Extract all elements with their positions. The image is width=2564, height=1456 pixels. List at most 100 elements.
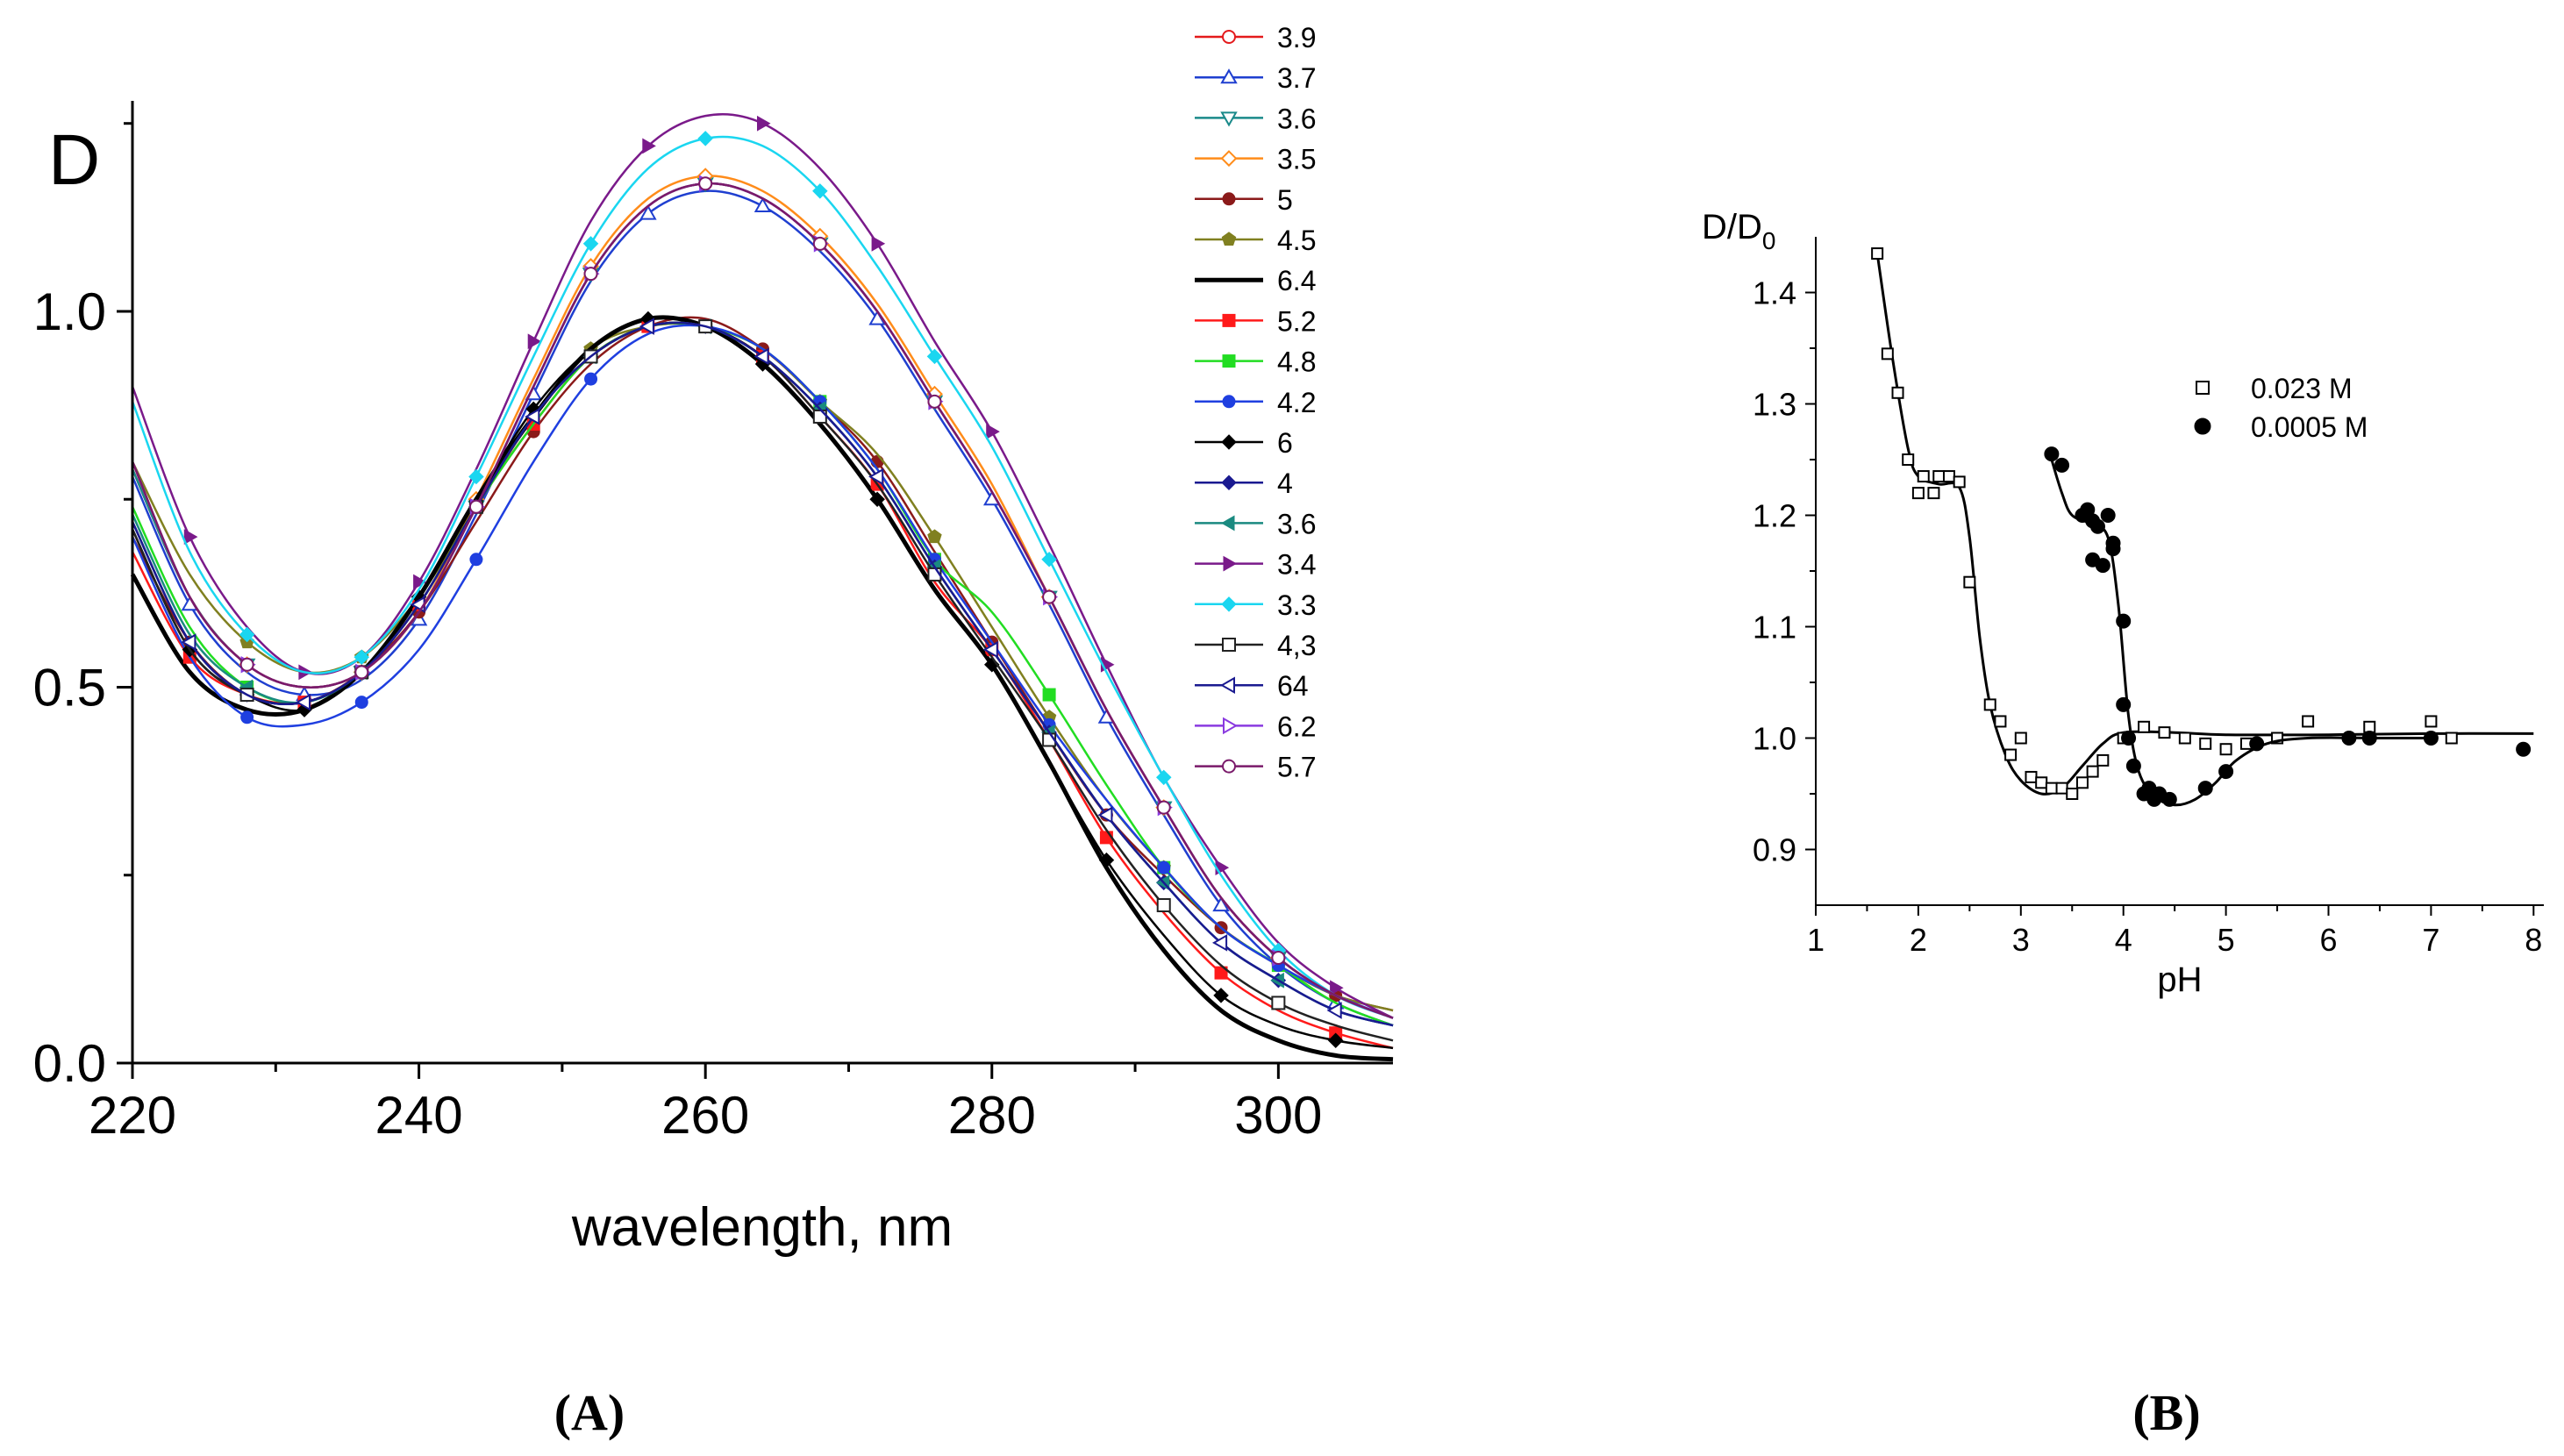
spectra-legend-label: 6 — [1277, 427, 1293, 459]
spectra-legend-marker — [1221, 232, 1237, 246]
spectra-legend-marker — [1220, 515, 1235, 532]
titration-point — [2014, 732, 2027, 745]
spectra-axes — [131, 101, 1393, 1065]
titration-point — [2125, 758, 2141, 774]
titration-point — [1871, 247, 1884, 261]
spectra-legend-label: 3.6 — [1277, 508, 1316, 539]
spectrum-point — [1155, 769, 1172, 786]
spectra-legend-label: 3.6 — [1277, 103, 1316, 134]
titration-point — [2445, 732, 2458, 745]
spectrum-line — [131, 316, 1394, 1012]
spectrum-point — [871, 235, 886, 252]
titration-point — [1881, 347, 1894, 360]
spectrum-point — [469, 553, 483, 567]
spectra-legend-item: 3.6 — [1195, 508, 1316, 539]
spectra-legend-item: 4,3 — [1195, 630, 1316, 661]
spectra-legend-marker — [1222, 395, 1236, 409]
spectrum-series — [131, 310, 1394, 1050]
spectra-x-tick-label: 300 — [1234, 1086, 1322, 1145]
spectra-legend-label: 6.2 — [1277, 710, 1316, 742]
spectrum-point — [468, 468, 484, 485]
titration-point — [2138, 720, 2151, 733]
titration-point — [2075, 776, 2089, 789]
spectra-legend-item: 3.4 — [1195, 549, 1316, 581]
titration-point — [1891, 386, 1904, 399]
titration-point — [2121, 731, 2137, 746]
titration-point — [2044, 446, 2060, 462]
spectra-ticks: 220 240 260 280 300 0.0 0.5 1.0 — [33, 122, 1322, 1145]
spectrum-series — [131, 131, 1394, 1019]
titration-ticks: 1 2 3 4 5 6 7 8 0.9 1.0 1.1 1.2 1.3 1.4 — [1753, 275, 2542, 959]
spectra-legend-label: 4.8 — [1277, 346, 1316, 378]
spectrum-line — [131, 182, 1394, 1019]
titration-y-label-subscript: 0 — [1762, 227, 1776, 254]
titration-y-tick-label: 1.3 — [1753, 387, 1796, 423]
spectra-legend-marker — [1222, 313, 1236, 327]
spectra-x-tick-label: 280 — [948, 1086, 1036, 1145]
spectrum-point — [1156, 800, 1171, 815]
titration-point — [2055, 782, 2068, 795]
titration-point — [1942, 470, 1955, 483]
spectra-legend-label: 4 — [1277, 467, 1293, 499]
spectrum-line — [131, 182, 1394, 1019]
spectra-legend-label: 4,3 — [1277, 630, 1316, 661]
spectrum-point — [1213, 988, 1229, 1003]
spectra-legend-label: 4.2 — [1277, 387, 1316, 418]
spectra-legend-label: 5.7 — [1277, 752, 1316, 783]
spectra-legend-item: 6 — [1195, 427, 1293, 459]
spectrum-point — [527, 333, 542, 350]
titration-legend-marker — [2194, 418, 2211, 435]
spectra-legend-marker — [1222, 30, 1236, 44]
spectrum-point — [639, 318, 654, 335]
spectrum-point — [1041, 551, 1057, 567]
spectrum-point — [1211, 934, 1228, 952]
titration-point — [2035, 776, 2048, 789]
spectra-legend-item: 3.9 — [1195, 22, 1316, 54]
spectra-legend-label: 3.3 — [1277, 589, 1316, 621]
spectra-legend-label: 4.5 — [1277, 225, 1316, 256]
titration-point — [2086, 765, 2099, 778]
spectra-legend-marker — [1223, 717, 1239, 735]
spectra-legend-item: 4.2 — [1195, 387, 1316, 418]
spectra-legend-item: 6.2 — [1195, 710, 1316, 742]
titration-point — [2219, 743, 2232, 756]
titration-x-tick-label: 6 — [2319, 922, 2337, 958]
titration-y-tick-label: 0.9 — [1753, 832, 1796, 868]
spectra-legend-marker — [1222, 759, 1236, 774]
spectra-legend-marker — [1220, 111, 1238, 127]
spectra-legend: 3.93.73.63.554.56.45.24.84.2643.63.43.34… — [1195, 22, 1316, 783]
spectra-y-tick-label: 0.5 — [33, 658, 106, 717]
titration-legend-marker — [2196, 381, 2210, 395]
spectra-legend-label: 3.4 — [1277, 549, 1316, 581]
spectrum-point — [582, 236, 599, 252]
spectrum-point — [812, 236, 827, 251]
titration-point — [2054, 457, 2070, 473]
spectra-legend-item: 4 — [1195, 467, 1293, 499]
spectra-panel: 220 240 260 280 300 0.0 0.5 1.0 D wavelength, n… — [33, 22, 1394, 1441]
spectrum-series — [131, 318, 1394, 1012]
titration-point — [2197, 781, 2213, 796]
titration-point — [2025, 770, 2038, 783]
spectrum-point — [1327, 1032, 1344, 1049]
spectrum-point — [239, 657, 254, 672]
spectrum-series — [131, 319, 1394, 1042]
spectrum-line — [131, 112, 1394, 1019]
titration-y-tick-label: 1.0 — [1753, 721, 1796, 757]
spectrum-point — [642, 138, 656, 154]
spectra-legend-label: 5 — [1277, 184, 1293, 216]
spectra-legend-marker — [1221, 434, 1237, 450]
spectrum-point — [584, 372, 598, 386]
titration-point — [2425, 715, 2438, 728]
spectra-corner-label: D — [48, 120, 100, 200]
spectrum-point — [181, 633, 196, 651]
titration-x-axis-label: pH — [2157, 960, 2202, 999]
spectra-legend-label: 64 — [1277, 670, 1309, 702]
spectra-legend-item: 5.7 — [1195, 752, 1316, 783]
spectra-x-tick-label: 240 — [375, 1086, 463, 1145]
titration-point — [2066, 788, 2079, 800]
spectra-y-tick-label: 1.0 — [33, 282, 106, 341]
spectra-legend-item: 3.3 — [1195, 589, 1316, 621]
spectrum-line — [131, 321, 1394, 1042]
spectrum-series — [131, 112, 1394, 1019]
titration-point — [2302, 715, 2315, 728]
